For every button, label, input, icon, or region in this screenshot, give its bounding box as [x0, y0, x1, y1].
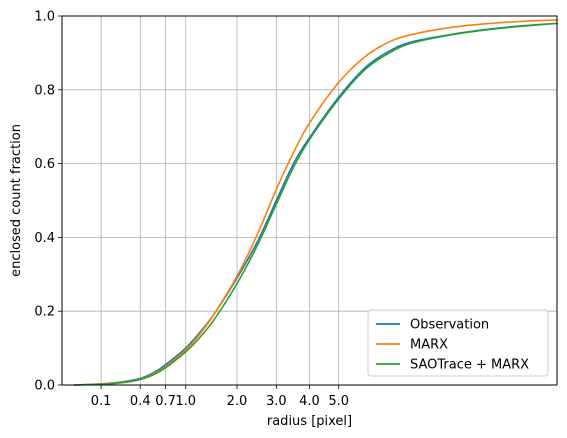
x-tick-label: 1.0 — [175, 394, 196, 409]
y-axis-label: enclosed count fraction — [9, 124, 24, 277]
series-line-saotrace-marx — [73, 22, 558, 386]
legend-box — [367, 309, 549, 377]
y-tick-label: 0.6 — [34, 157, 55, 172]
y-axis-ticks: 0.0 0.2 0.4 0.6 0.8 1.0 — [34, 10, 62, 394]
y-tick-label: 0.0 — [34, 379, 55, 394]
x-tick-label: 2.0 — [227, 394, 248, 409]
x-tick-label: 3.0 — [266, 394, 287, 409]
x-axis-ticks: 0.1 0.4 0.7 1.0 2.0 3.0 4.0 5.0 — [91, 385, 349, 409]
x-tick-label: 5.0 — [328, 394, 349, 409]
x-tick-label: 0.7 — [155, 394, 176, 409]
x-axis-label: radius [pixel] — [267, 414, 352, 429]
y-tick-label: 0.8 — [34, 83, 55, 98]
x-tick-label: 4.0 — [299, 394, 320, 409]
x-tick-label: 0.1 — [91, 394, 112, 409]
y-tick-label: 0.4 — [34, 231, 55, 246]
legend-label: SAOTrace + MARX — [410, 358, 529, 373]
legend-label: MARX — [410, 338, 448, 353]
series-lines — [73, 19, 558, 386]
x-tick-label: 0.4 — [130, 394, 151, 409]
legend: Observation MARX SAOTrace + MARX — [367, 309, 549, 377]
y-tick-label: 1.0 — [34, 10, 55, 25]
y-tick-label: 0.2 — [34, 305, 55, 320]
legend-label: Observation — [410, 318, 489, 333]
